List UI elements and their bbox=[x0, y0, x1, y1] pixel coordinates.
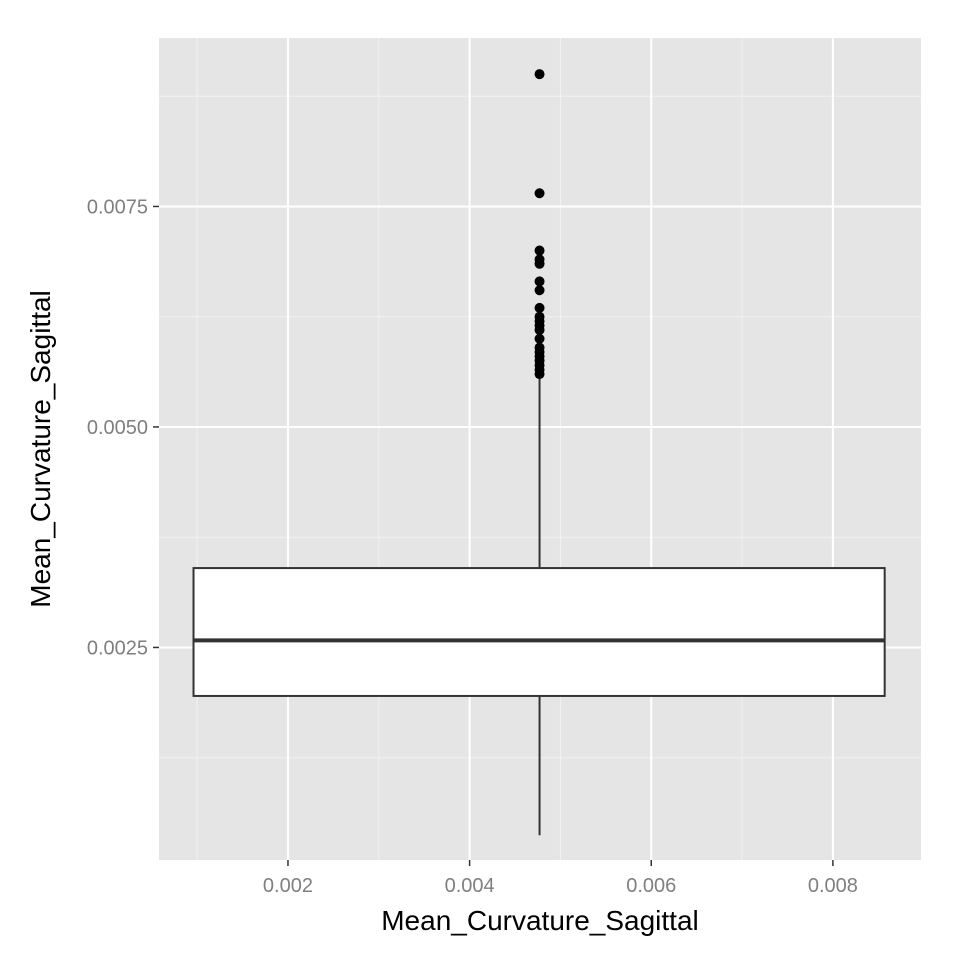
y-axis-tick-labels: 0.0025 0.0050 0.0075 bbox=[87, 196, 148, 659]
outlier-point bbox=[534, 254, 545, 265]
x-tick-label: 0.006 bbox=[626, 875, 676, 897]
y-tick-label: 0.0075 bbox=[87, 196, 148, 218]
x-axis-tick-labels: 0.002 0.004 0.006 0.008 bbox=[263, 875, 858, 897]
outlier-point bbox=[534, 311, 545, 322]
box-iqr bbox=[192, 567, 886, 697]
outlier-point bbox=[534, 302, 545, 313]
outlier-point bbox=[534, 245, 545, 256]
y-axis-title: Mean_Curvature_Sagittal bbox=[25, 290, 56, 608]
outlier-point bbox=[534, 188, 545, 199]
outlier-point bbox=[534, 333, 545, 344]
outlier-points bbox=[534, 69, 545, 380]
x-tick-label: 0.002 bbox=[263, 875, 313, 897]
x-tick-label: 0.008 bbox=[808, 875, 858, 897]
outlier-point bbox=[534, 276, 545, 287]
outlier-point bbox=[534, 69, 545, 80]
outlier-point bbox=[534, 285, 545, 296]
y-tick-label: 0.0050 bbox=[87, 417, 148, 439]
x-axis-title: Mean_Curvature_Sagittal bbox=[381, 905, 699, 936]
y-tick-label: 0.0025 bbox=[87, 637, 148, 659]
outlier-point bbox=[534, 342, 545, 353]
x-tick-label: 0.004 bbox=[445, 875, 495, 897]
axis-ticks bbox=[153, 205, 834, 866]
box-layer bbox=[192, 375, 886, 836]
